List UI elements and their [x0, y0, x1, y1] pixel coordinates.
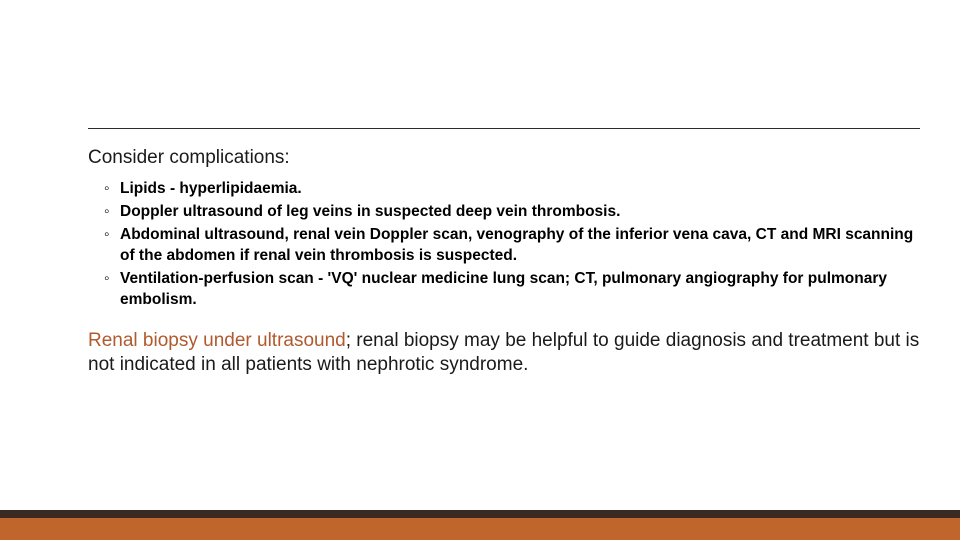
divider-rule — [88, 128, 920, 129]
accent-text: Renal biopsy under ultrasound — [88, 330, 346, 351]
complications-list: Lipids - hyperlipidaemia. Doppler ultras… — [88, 179, 920, 311]
content-area: Consider complications: Lipids - hyperli… — [88, 128, 920, 378]
heading-consider-complications: Consider complications: — [88, 147, 920, 169]
footer-bar-dark — [0, 510, 960, 518]
footer-bars — [0, 510, 960, 540]
list-item: Ventilation-perfusion scan - 'VQ' nuclea… — [106, 269, 920, 311]
footer-bar-orange — [0, 518, 960, 540]
slide: Consider complications: Lipids - hyperli… — [0, 0, 960, 540]
list-item: Doppler ultrasound of leg veins in suspe… — [106, 202, 920, 223]
list-item: Abdominal ultrasound, renal vein Doppler… — [106, 225, 920, 267]
list-item: Lipids - hyperlipidaemia. — [106, 179, 920, 200]
renal-biopsy-paragraph: Renal biopsy under ultrasound; renal bio… — [88, 329, 920, 378]
